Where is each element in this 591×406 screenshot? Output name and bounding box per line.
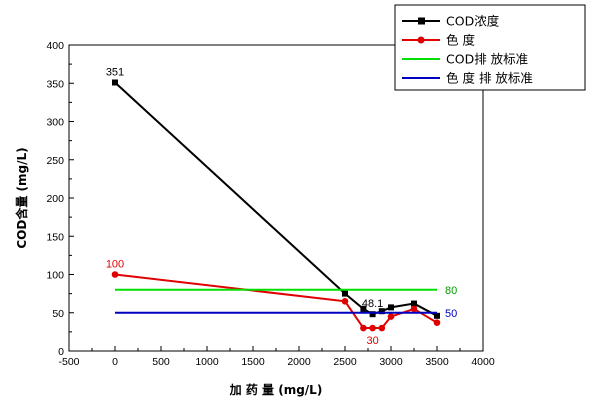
data-label: 80 bbox=[445, 285, 457, 297]
data-point-circle bbox=[378, 324, 386, 332]
y-tick-label: 350 bbox=[46, 78, 64, 90]
x-tick-label: 2500 bbox=[333, 356, 357, 368]
y-axis-title: COD含量 (mg/L) bbox=[14, 147, 29, 248]
axes: -500 0 500 1000 1500 2000 2500 3000 3500 40000501… bbox=[46, 40, 494, 368]
data-point-square bbox=[388, 304, 394, 311]
legend-marker-square bbox=[418, 17, 425, 25]
x-tick-label: 500 bbox=[152, 356, 170, 368]
x-tick-label: 0 bbox=[112, 356, 118, 368]
y-tick-label: 400 bbox=[46, 40, 64, 52]
legend-label: 色 度 排 放标准 bbox=[446, 71, 533, 86]
data-point-circle bbox=[433, 319, 441, 326]
series-line-1 bbox=[114, 273, 438, 330]
annotation-layer: 351 100 48.1 30 80 50 bbox=[106, 66, 457, 347]
y-tick-label: 250 bbox=[46, 155, 64, 167]
data-point-square bbox=[112, 79, 118, 86]
legend-label: 色 度 bbox=[446, 33, 475, 48]
x-tick-label: 3500 bbox=[425, 356, 449, 368]
y-tick-label: 200 bbox=[46, 193, 64, 205]
data-point-square bbox=[434, 312, 440, 319]
x-tick-label: -500 bbox=[58, 356, 79, 368]
x-tick-label: 3000 bbox=[379, 356, 403, 368]
data-point-circle bbox=[111, 271, 119, 278]
x-axis-title: 加 药 量 (mg/L) bbox=[229, 382, 323, 397]
data-point-square bbox=[360, 305, 367, 312]
x-tick-label: 1000 bbox=[195, 356, 219, 368]
data-point-circle bbox=[410, 305, 418, 313]
y-tick-label: 300 bbox=[46, 117, 64, 129]
y-tick-label: 50 bbox=[52, 308, 64, 320]
data-label: 100 bbox=[106, 259, 124, 271]
legend-label: COD浓度 bbox=[446, 14, 500, 29]
data-label: 50 bbox=[445, 308, 457, 320]
y-tick-label: 150 bbox=[46, 231, 64, 243]
data-point-square bbox=[411, 300, 417, 307]
data-label: 30 bbox=[366, 335, 378, 347]
data-label: 351 bbox=[106, 66, 124, 78]
data-point-circle bbox=[360, 324, 367, 332]
series-layer bbox=[111, 79, 441, 332]
plot-frame bbox=[68, 44, 484, 352]
legend-marker-circle bbox=[417, 36, 425, 44]
legend-label: COD排 放标准 bbox=[446, 52, 528, 67]
legend-box bbox=[394, 4, 586, 91]
x-tick-label: 1500 bbox=[241, 356, 265, 368]
x-tick-label: 4000 bbox=[471, 356, 495, 368]
data-label: 48.1 bbox=[362, 298, 383, 310]
data-point-square bbox=[378, 308, 385, 315]
data-point-square bbox=[342, 290, 348, 297]
y-tick-label: 100 bbox=[46, 270, 64, 282]
y-tick-label: 0 bbox=[58, 346, 64, 358]
data-point-circle bbox=[341, 297, 349, 305]
x-tick-label: 2000 bbox=[287, 356, 311, 368]
data-point-circle bbox=[369, 324, 376, 332]
data-point-circle bbox=[387, 313, 395, 320]
data-point-square bbox=[369, 311, 376, 318]
